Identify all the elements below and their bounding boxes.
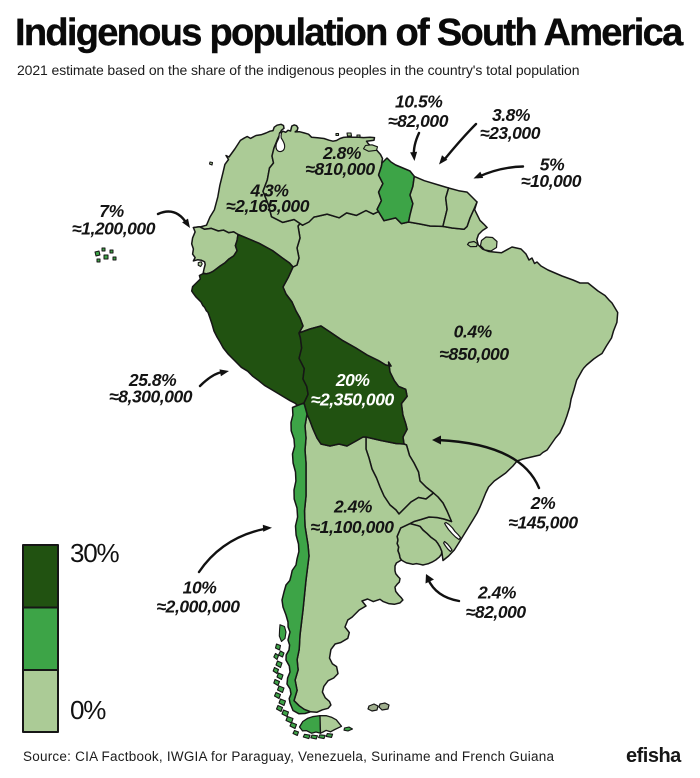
- svg-text:20%: 20%: [335, 370, 371, 390]
- svg-text:≈1,100,000: ≈1,100,000: [311, 517, 395, 537]
- svg-text:≈2,165,000: ≈2,165,000: [226, 196, 310, 216]
- svg-text:0.4%: 0.4%: [454, 322, 493, 342]
- svg-text:10.5%: 10.5%: [395, 92, 443, 112]
- svg-text:≈8,300,000: ≈8,300,000: [109, 387, 193, 407]
- svg-text:≈2,000,000: ≈2,000,000: [157, 596, 241, 616]
- svg-text:≈1,200,000: ≈1,200,000: [72, 219, 156, 239]
- svg-text:≈23,000: ≈23,000: [480, 123, 541, 143]
- svg-text:≈82,000: ≈82,000: [388, 111, 449, 131]
- svg-text:2.4%: 2.4%: [477, 582, 517, 602]
- svg-text:5%: 5%: [540, 155, 565, 175]
- svg-text:≈850,000: ≈850,000: [439, 344, 509, 364]
- svg-text:≈145,000: ≈145,000: [508, 512, 578, 532]
- svg-text:7%: 7%: [99, 201, 124, 221]
- svg-text:≈810,000: ≈810,000: [305, 159, 375, 179]
- svg-text:≈2,350,000: ≈2,350,000: [311, 390, 395, 410]
- svg-text:3.8%: 3.8%: [492, 105, 531, 125]
- svg-text:≈10,000: ≈10,000: [521, 171, 582, 191]
- svg-text:4.3%: 4.3%: [249, 181, 289, 201]
- svg-text:2.8%: 2.8%: [322, 143, 362, 163]
- svg-text:10%: 10%: [183, 577, 218, 597]
- svg-text:2.4%: 2.4%: [333, 497, 373, 517]
- svg-text:≈82,000: ≈82,000: [466, 602, 527, 622]
- svg-text:25.8%: 25.8%: [128, 370, 177, 390]
- svg-text:2%: 2%: [530, 493, 556, 513]
